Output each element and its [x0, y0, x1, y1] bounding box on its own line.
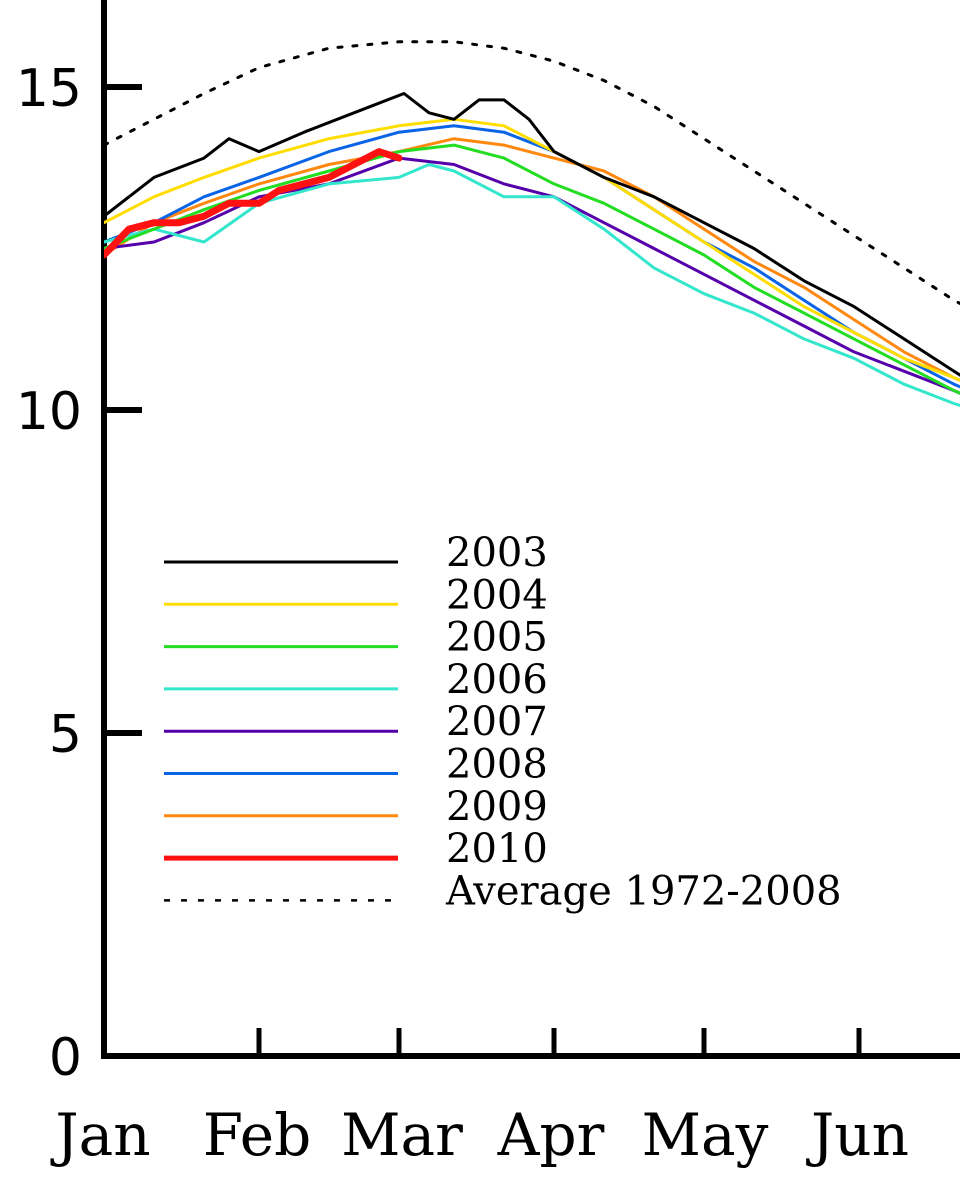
x-tick-label: May: [642, 1101, 769, 1169]
legend-label: 2006: [446, 657, 548, 703]
legend-label: 2007: [446, 699, 548, 745]
legend: 20032004200520062007200820092010Average …: [164, 530, 842, 914]
series-line-2010: [104, 148, 403, 259]
y-ticks: 0 5 10 15: [16, 59, 142, 1088]
series-line-2003: [104, 92, 960, 377]
y-tick-label: 5: [49, 705, 82, 765]
legend-label: 2008: [446, 742, 548, 788]
legend-label: 2005: [446, 615, 548, 661]
y-tick-label: 0: [49, 1028, 82, 1088]
x-tick-label: Mar: [341, 1101, 463, 1169]
series-line-average-1972-2008: [104, 40, 960, 306]
legend-label: Average 1972-2008: [445, 868, 842, 914]
x-tick-label: Apr: [497, 1101, 605, 1169]
series-line-2005: [104, 143, 960, 395]
legend-label: 2010: [446, 826, 548, 872]
series-line-2004: [104, 117, 960, 382]
x-tick-label: Jun: [806, 1101, 909, 1169]
y-tick-label: 15: [16, 59, 82, 119]
legend-label: 2009: [446, 784, 548, 830]
legend-label: 2004: [446, 572, 548, 618]
series-lines: [104, 40, 960, 408]
x-ticks: Jan Feb Mar Apr May Jun: [50, 1028, 909, 1169]
legend-label: 2003: [446, 530, 548, 576]
x-tick-label: Jan: [50, 1101, 150, 1169]
series-line-2009: [104, 137, 960, 382]
y-tick-label: 10: [16, 382, 82, 442]
x-tick-label: Feb: [203, 1101, 312, 1169]
